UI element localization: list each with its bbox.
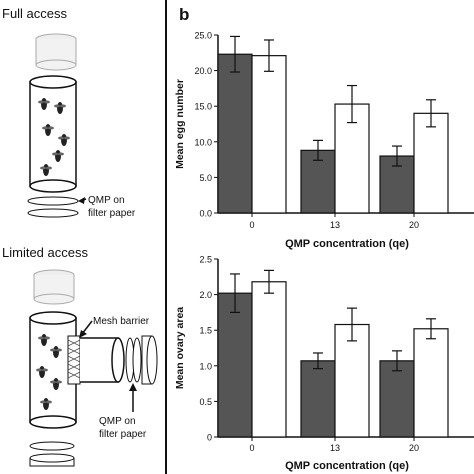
y-tick-label: 0 — [207, 433, 212, 443]
y-tick-label: 2.5 — [199, 255, 212, 265]
vial-lid-bottom — [33, 269, 75, 305]
qmp-label-full-1: QMP on — [88, 195, 125, 206]
y-tick-label: 0.0 — [199, 209, 212, 219]
x-axis-label: QMP concentration (qe) — [285, 238, 409, 250]
side-cap — [141, 335, 158, 385]
x-axis-label: QMP concentration (qe) — [285, 460, 409, 472]
full-access-title: Full access — [2, 6, 68, 21]
y-axis-label: Mean ovary area — [174, 307, 186, 389]
x-tick-label: 20 — [409, 443, 419, 453]
y-tick-label: 20.0 — [194, 66, 212, 76]
filter-paper-limited — [125, 337, 142, 383]
bar — [379, 360, 415, 438]
qmp-arrow-full — [78, 197, 87, 204]
bar — [217, 292, 253, 438]
panel-b-charts: b 0.0 5.0 10.0 15.0 20.0 25.0 Mean egg number 0… — [174, 5, 474, 472]
bar — [413, 112, 449, 214]
vial-lid-top — [35, 33, 77, 71]
x-tick-label: 13 — [330, 220, 340, 230]
x-tick-label: 20 — [409, 220, 419, 230]
stacked-lids-bottom — [29, 441, 75, 467]
bee-icons-limited — [36, 334, 62, 410]
mesh-label: Mesh barrier — [93, 316, 150, 327]
qmp-label-full-2: filter paper — [88, 208, 136, 219]
y-tick-label: 5.0 — [199, 173, 212, 183]
panel-b-label: b — [179, 5, 189, 24]
y-tick-label: 10.0 — [194, 137, 212, 147]
panel-divider — [165, 0, 167, 474]
qmp-arrow-limited — [129, 383, 137, 412]
bar — [300, 360, 336, 438]
y-tick-label: 0.5 — [199, 397, 212, 407]
x-tick-label: 0 — [249, 443, 254, 453]
bar — [217, 53, 253, 214]
x-tick-label: 13 — [330, 443, 340, 453]
limited-access-title: Limited access — [2, 245, 88, 260]
mesh-arrow — [79, 320, 93, 338]
filter-paper-full — [27, 196, 79, 218]
vial-full-access — [29, 75, 77, 193]
y-tick-label: 1.5 — [199, 326, 212, 336]
panel-a-schematic: Full access QMP on filter paper Limited … — [2, 6, 158, 467]
mesh-barrier — [67, 335, 81, 385]
y-axis-label: Mean egg number — [174, 79, 186, 169]
bee-icons-full — [38, 98, 70, 176]
side-tube — [80, 337, 125, 383]
y-tick-label: 15.0 — [194, 102, 212, 112]
y-tick-label: 25.0 — [194, 31, 212, 41]
x-tick-label: 0 — [249, 220, 254, 230]
bar — [413, 328, 449, 438]
y-tick-label: 1.0 — [199, 361, 212, 371]
qmp-label-limited-2: filter paper — [99, 429, 147, 440]
y-tick-label: 2.0 — [199, 290, 212, 300]
bar — [334, 323, 370, 438]
qmp-label-limited-1: QMP on — [99, 416, 136, 427]
bar — [251, 281, 287, 438]
bar — [251, 55, 287, 214]
